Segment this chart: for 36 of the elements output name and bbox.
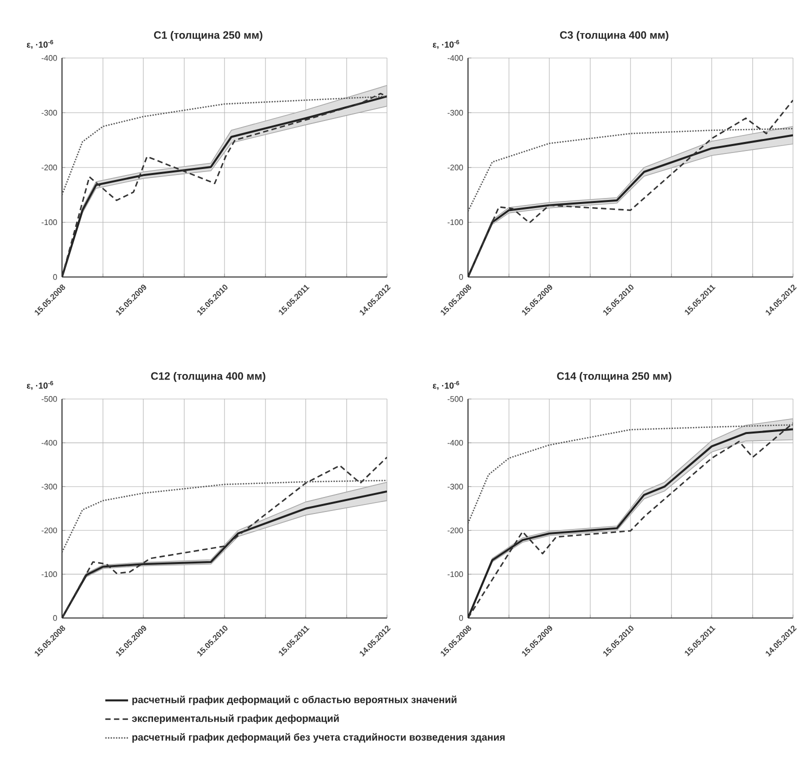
y-tick-label: -200: [42, 528, 57, 534]
y-tick-label: 0: [53, 274, 57, 280]
chart-title: C1 (толщина 250 мм): [154, 30, 262, 41]
y-tick-label: -400: [448, 55, 463, 61]
y-tick-label: 0: [459, 615, 463, 621]
y-tick-label: -500: [42, 396, 57, 402]
y-tick-label: -300: [42, 110, 57, 116]
y-tick-label: 0: [53, 615, 57, 621]
y-tick-label: -400: [42, 440, 57, 446]
y-tick-label: 0: [459, 274, 463, 280]
y-tick-label: -300: [448, 110, 463, 116]
y-tick-label: -400: [448, 440, 463, 446]
y-tick-label: -100: [42, 571, 57, 578]
chart-title: C3 (толщина 400 мм): [560, 30, 668, 41]
y-tick-label: -100: [448, 219, 463, 226]
y-axis-title: ε, ·10$^{-6}$: [432, 380, 460, 390]
y-tick-label: -200: [42, 164, 57, 170]
line-series: [468, 424, 794, 524]
y-tick-label: -500: [448, 396, 463, 402]
legend-label: расчетный график деформаций с областью вероятных значений: [132, 696, 456, 706]
chart-title: C12 (толщина 400 мм): [151, 372, 266, 382]
y-tick-label: -200: [448, 164, 463, 170]
y-tick-label: -300: [42, 484, 57, 490]
y-tick-label: -100: [448, 571, 463, 578]
legend-label: экспериментальный график деформаций: [132, 714, 339, 724]
y-tick-label: -300: [448, 484, 463, 490]
y-tick-label: -400: [42, 55, 57, 61]
y-axis-title: ε, ·10$^{-6}$: [432, 40, 460, 49]
legend-label: расчетный график деформаций без учета стадийности возведения здания: [132, 733, 505, 743]
y-axis-title: ε, ·10$^{-6}$: [26, 380, 54, 390]
y-tick-label: -100: [42, 219, 57, 226]
y-axis-title: ε, ·10$^{-6}$: [26, 40, 54, 49]
y-tick-label: -200: [448, 528, 463, 534]
line-series: [468, 128, 794, 212]
chart-title: C14 (толщина 250 мм): [557, 372, 672, 382]
line-series: [62, 480, 388, 553]
